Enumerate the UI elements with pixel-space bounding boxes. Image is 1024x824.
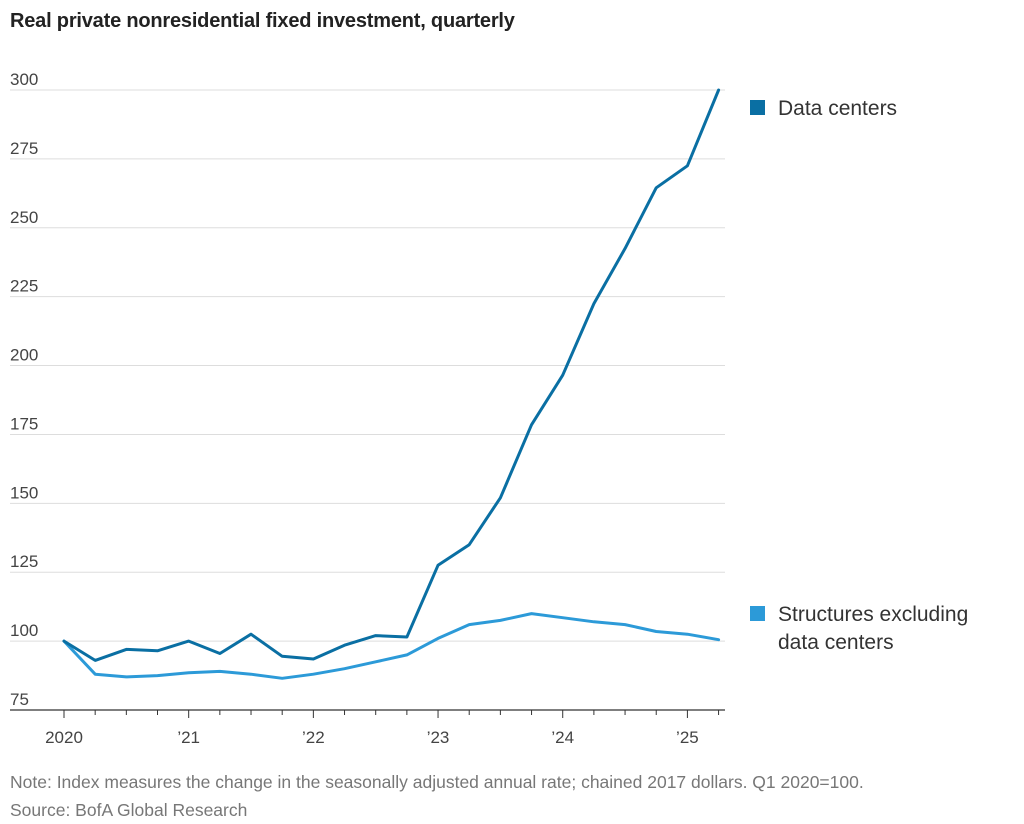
y-tick-label: 300 <box>10 70 38 89</box>
y-tick-label: 225 <box>10 277 38 296</box>
y-tick-label: 275 <box>10 139 38 158</box>
legend-swatch <box>750 606 765 621</box>
y-tick-label: 125 <box>10 552 38 571</box>
x-tick-label: ’21 <box>177 728 200 747</box>
y-axis-tick-labels: 75 100 125 150 175 200 225 250 275 300 <box>10 70 38 709</box>
x-tick-label: ’25 <box>676 728 699 747</box>
note-text: Note: Index measures the change in the s… <box>10 772 864 792</box>
x-tick-label: 2020 <box>45 728 83 747</box>
source-text: Source: BofA Global Research <box>10 800 248 820</box>
series-line-data-centers <box>62 88 721 662</box>
legend-label: Data centers <box>778 97 897 120</box>
line-chart: 75 100 125 150 175 200 225 250 275 300 2020 ’21 ’22… <box>10 70 968 747</box>
chart-footnote: Note: Index measures the change in the s… <box>10 768 864 824</box>
legend-label: Structures excluding <box>778 603 968 626</box>
y-tick-label: 250 <box>10 208 38 227</box>
series-line-structures-excluding-data-centers <box>62 612 721 680</box>
x-tick-label: ’24 <box>551 728 574 747</box>
gridlines <box>10 89 725 642</box>
legend: Data centers Structures excluding data cen… <box>750 97 968 654</box>
x-tick-label: ’22 <box>302 728 325 747</box>
legend-swatch <box>750 100 765 115</box>
y-tick-label: 150 <box>10 483 38 502</box>
y-tick-label: 200 <box>10 346 38 365</box>
x-axis: 2020 ’21 ’22 ’23 ’24 ’25 <box>10 709 725 747</box>
chart-title: Real private nonresidential fixed invest… <box>10 10 515 32</box>
y-tick-label: 100 <box>10 621 38 640</box>
y-tick-label: 175 <box>10 414 38 433</box>
legend-label: data centers <box>778 631 894 654</box>
y-tick-label: 75 <box>10 690 29 709</box>
series-lines <box>62 88 721 680</box>
x-tick-label: ’23 <box>427 728 450 747</box>
